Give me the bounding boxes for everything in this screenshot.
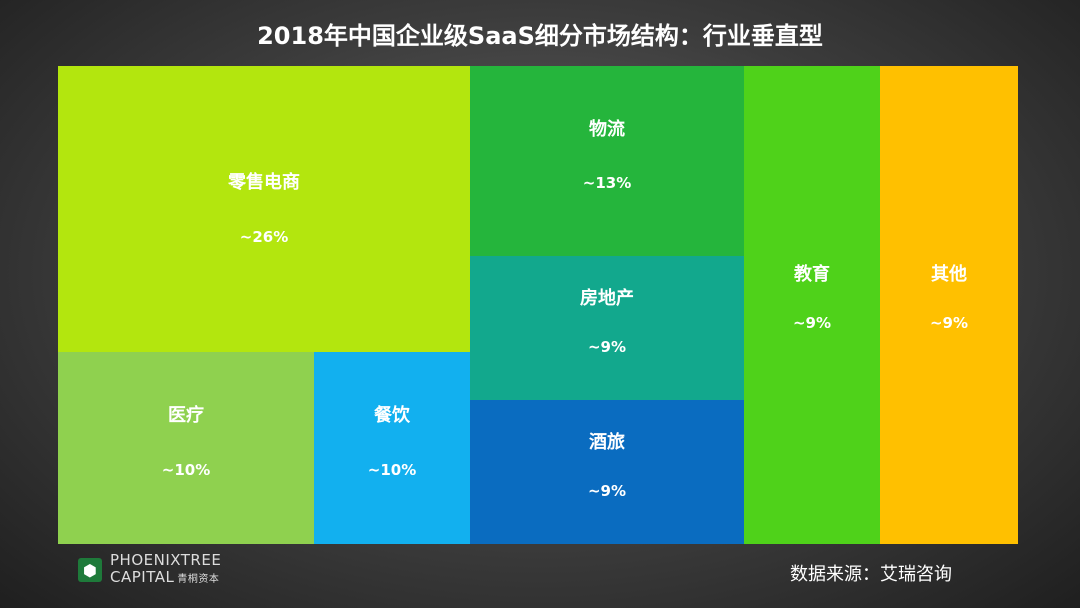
cell-value: ~10% [161,461,211,480]
cell-value: ~10% [367,461,417,480]
cell-label: 零售电商 [228,172,300,194]
cell-label: 其他 [931,263,967,285]
cell-value: ~9% [587,482,627,501]
cell-value: ~9% [587,338,627,357]
logo-cn: 青桐资本 [177,574,220,585]
treemap-cell-hotel: 酒旅 ~9% [470,400,744,544]
logo-line2: CAPITAL [110,568,175,586]
cell-label: 教育 [794,263,830,285]
cell-label: 酒旅 [589,432,625,454]
treemap-cell-education: 教育 ~9% [744,66,880,544]
cell-label: 房地产 [580,288,634,310]
cell-value: ~13% [582,173,632,192]
treemap-cell-logistics: 物流 ~13% [470,66,744,256]
cell-label: 医疗 [168,405,204,427]
chart-title: 2018年中国企业级SaaS细分市场结构：行业垂直型 [257,22,823,50]
cube-icon: ⬢ [78,558,102,582]
logo-line1: PHOENIXTREE [110,551,222,569]
cell-label: 物流 [589,118,625,140]
phoenixtree-logo: ⬢ PHOENIXTREE CAPITAL 青桐资本 [78,552,221,588]
cell-value: ~26% [239,227,289,246]
cell-value: ~9% [929,314,969,333]
treemap-cell-retail: 零售电商 ~26% [58,66,470,352]
treemap-cell-other: 其他 ~9% [880,66,1018,544]
data-source: 数据来源：艾瑞咨询 [790,564,952,585]
cell-value: ~9% [792,314,832,333]
treemap-cell-realestate: 房地产 ~9% [470,256,744,400]
treemap-cell-medical: 医疗 ~10% [58,352,314,544]
cell-label: 餐饮 [374,405,410,427]
treemap-cell-catering: 餐饮 ~10% [314,352,470,544]
